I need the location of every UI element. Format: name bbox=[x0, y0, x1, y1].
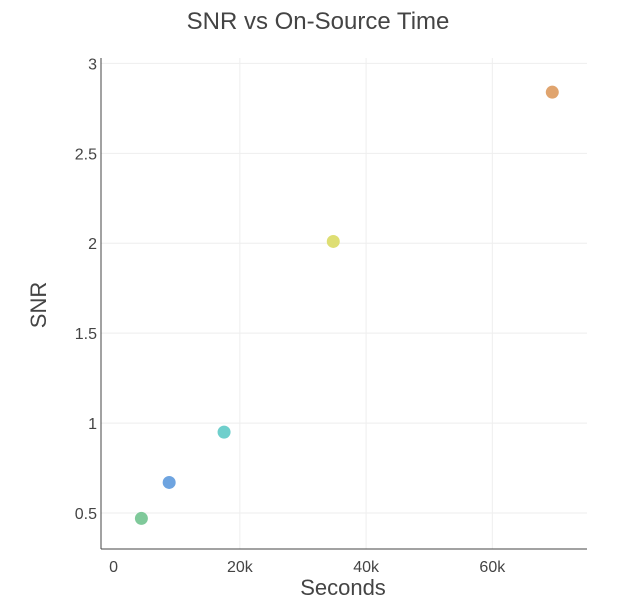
data-points bbox=[134, 85, 559, 525]
y-tick-label: 1.5 bbox=[75, 326, 97, 343]
x-tick-label: 20k bbox=[227, 559, 254, 576]
tick-labels: 0 20k 40k 60k 0.5 1 1.5 2 2.5 3 bbox=[75, 56, 506, 576]
y-tick-label: 2 bbox=[88, 236, 97, 253]
x-tick-label: 0 bbox=[109, 559, 118, 576]
data-point[interactable] bbox=[134, 511, 148, 525]
y-tick-label: 3 bbox=[88, 56, 97, 73]
y-tick-label: 0.5 bbox=[75, 506, 97, 523]
y-tick-label: 1 bbox=[88, 416, 97, 433]
y-tick-label: 2.5 bbox=[75, 146, 97, 163]
data-point[interactable] bbox=[162, 475, 176, 489]
x-tick-label: 40k bbox=[353, 559, 380, 576]
data-point[interactable] bbox=[217, 425, 231, 439]
grid bbox=[101, 58, 587, 549]
data-point[interactable] bbox=[326, 234, 340, 248]
chart-title: SNR vs On-Source Time bbox=[187, 8, 450, 35]
x-axis-label: Seconds bbox=[300, 575, 386, 600]
y-axis-label: SNR bbox=[26, 282, 51, 328]
data-point[interactable] bbox=[545, 85, 559, 99]
x-tick-label: 60k bbox=[479, 559, 506, 576]
